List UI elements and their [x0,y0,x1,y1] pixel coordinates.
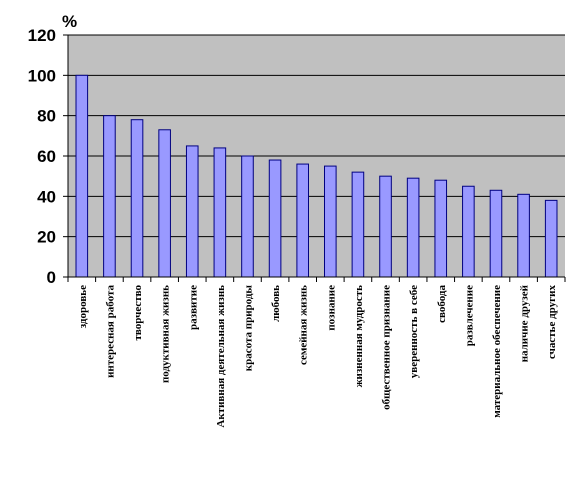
x-tick-label: уверенность в себе [408,285,420,378]
x-tick-label: развлечение [463,285,475,346]
bar [351,171,365,278]
bar [296,163,309,278]
x-tick-label: творчество [132,285,144,341]
bar [185,145,199,278]
y-tick-label: 60 [37,147,56,166]
bar [241,155,254,278]
x-tick-label: познание [325,285,337,331]
y-tick-label: 20 [37,228,56,247]
bar [75,74,89,278]
x-tick-label: материальное обеспечение [491,285,503,418]
bar [130,119,144,278]
bar [462,185,475,278]
x-tick-label: здоровье [77,285,89,328]
bar [103,115,116,278]
bar [158,129,171,278]
bar [379,175,392,278]
bar [268,159,282,278]
bar [213,147,227,278]
bar [324,165,337,278]
x-tick-label: жизненная мудрость [353,285,365,388]
x-tick-label: Активная деятельная жизнь [215,285,227,428]
y-unit-label: % [62,12,77,31]
x-tick-label: подуктивная жизнь [160,285,172,383]
bar [489,189,503,278]
x-axis-labels: здоровье интересная работа творчество подук… [67,277,566,428]
x-tick-label: интересная работа [104,285,116,378]
y-tick-label: 80 [37,107,56,126]
x-tick-label: семейная жизнь [298,285,310,365]
x-tick-label: красота природы [242,285,254,372]
y-tick-label: 100 [28,66,56,85]
y-tick-label: 40 [37,187,56,206]
x-tick-label: счастье других [546,285,558,359]
y-tick-label: 0 [47,268,56,287]
x-tick-label: общественное признание [381,285,393,410]
y-tick-label: 120 [28,26,56,45]
x-tick-label: наличие друзей [519,284,531,362]
x-tick-label: свобода [436,285,448,323]
bar [544,199,558,278]
x-tick-label: любовь [270,285,282,322]
x-tick-label: развитие [187,285,199,330]
bars-group [75,74,558,278]
bar [434,179,448,278]
bar [406,177,420,278]
bar [517,193,530,278]
